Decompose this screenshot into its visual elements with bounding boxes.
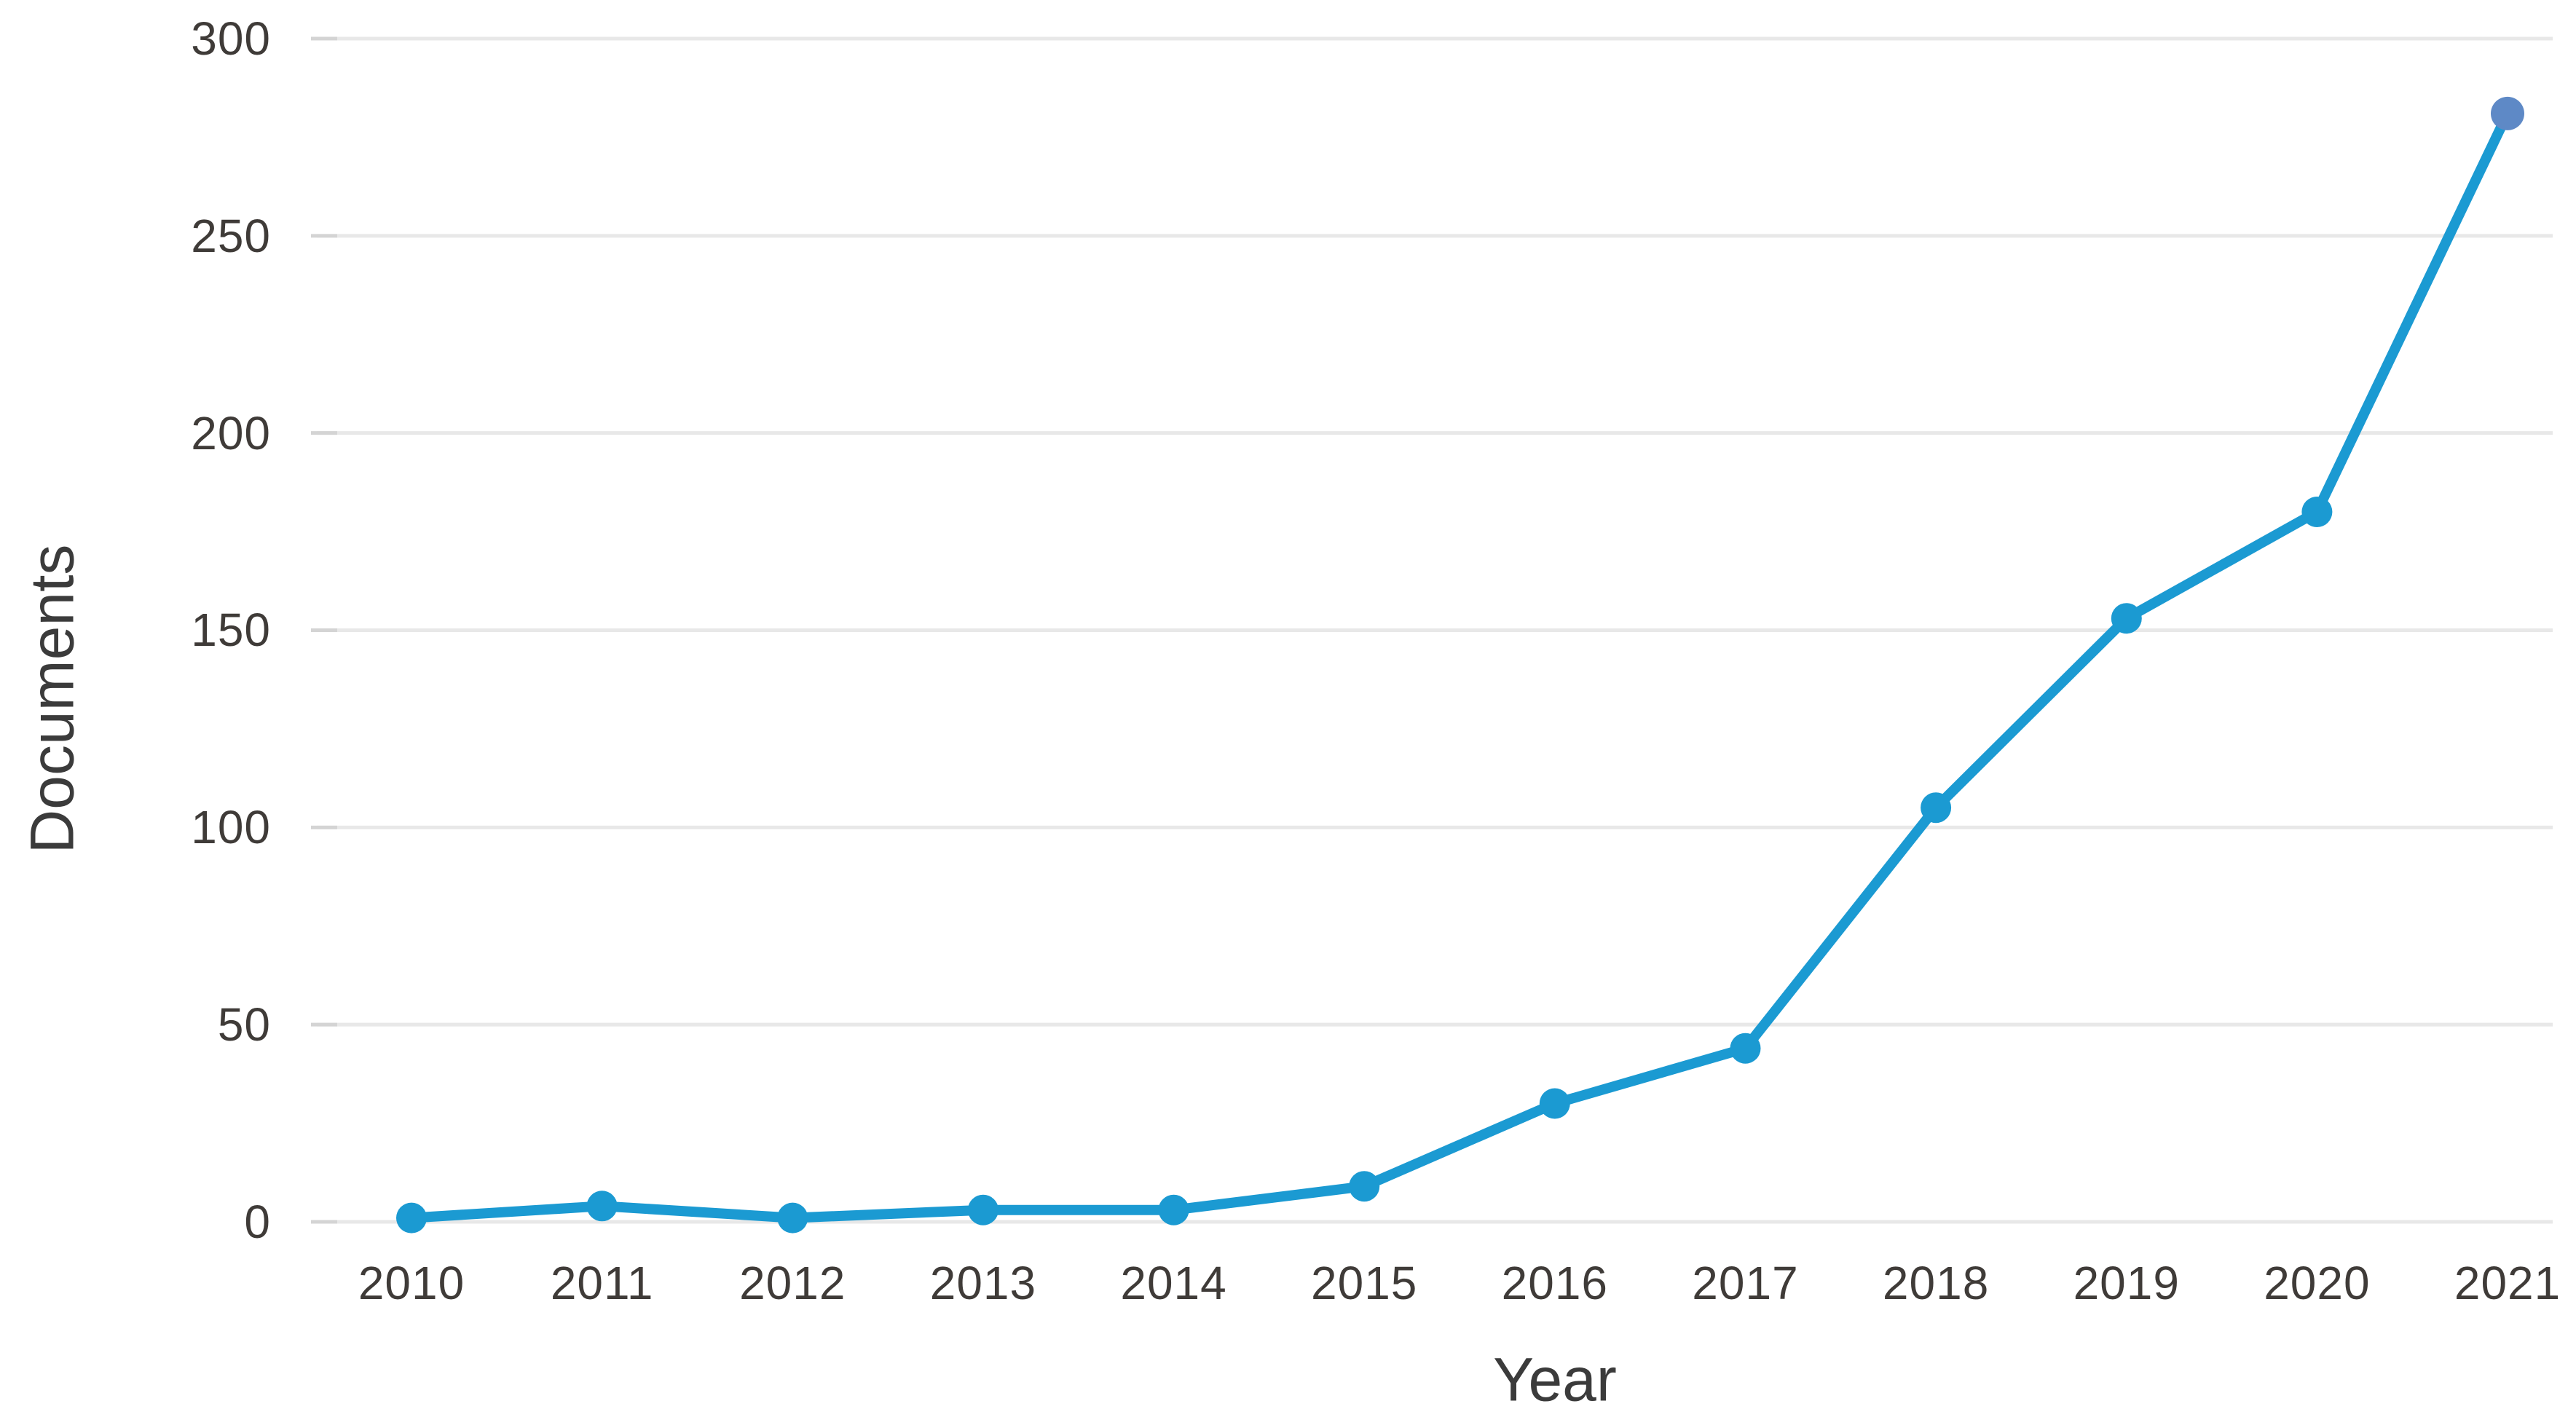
y-tick-label-100: 100 [191, 801, 271, 854]
data-point-2017 [1730, 1033, 1761, 1064]
series-documents [396, 96, 2524, 1233]
x-tick-label-2015: 2015 [1311, 1257, 1418, 1309]
y-tick-label-0: 0 [244, 1196, 271, 1248]
data-point-2013 [967, 1194, 999, 1225]
x-tick-label-2017: 2017 [1692, 1257, 1799, 1309]
data-point-2014 [1158, 1194, 1189, 1225]
y-axis-title: Documents [17, 544, 87, 854]
y-tick-label-150: 150 [191, 604, 271, 657]
data-point-2018 [1921, 792, 1952, 824]
y-tick-label-300: 300 [191, 12, 271, 65]
x-tick-label-2012: 2012 [739, 1257, 846, 1309]
data-point-2020 [2301, 497, 2333, 527]
x-tick-label-2019: 2019 [2073, 1257, 2180, 1309]
x-tick-label-2011: 2011 [550, 1257, 654, 1309]
data-point-2010 [396, 1202, 427, 1233]
x-tick-label-2018: 2018 [1882, 1257, 1990, 1309]
data-point-2011 [586, 1191, 618, 1222]
series-line [406, 108, 2513, 1223]
y-tick-label-200: 200 [191, 406, 271, 459]
x-tick-label-2016: 2016 [1501, 1257, 1609, 1309]
y-tick-label-50: 50 [217, 998, 271, 1051]
x-tick-label-2010: 2010 [358, 1257, 465, 1309]
gridlines [311, 36, 2553, 1224]
data-point-2015 [1349, 1171, 1380, 1202]
data-point-2021 [2491, 96, 2524, 130]
x-tick-label-2014: 2014 [1120, 1257, 1227, 1309]
x-tick-label-2020: 2020 [2264, 1257, 2371, 1309]
x-tick-label-2013: 2013 [929, 1257, 1037, 1309]
y-tick-label-250: 250 [191, 209, 271, 262]
data-point-2019 [2111, 603, 2142, 634]
data-point-2016 [1539, 1088, 1570, 1119]
x-axis-title: Year [1493, 1345, 1617, 1414]
data-point-2012 [777, 1202, 808, 1233]
x-tick-label-2021: 2021 [2454, 1257, 2561, 1309]
